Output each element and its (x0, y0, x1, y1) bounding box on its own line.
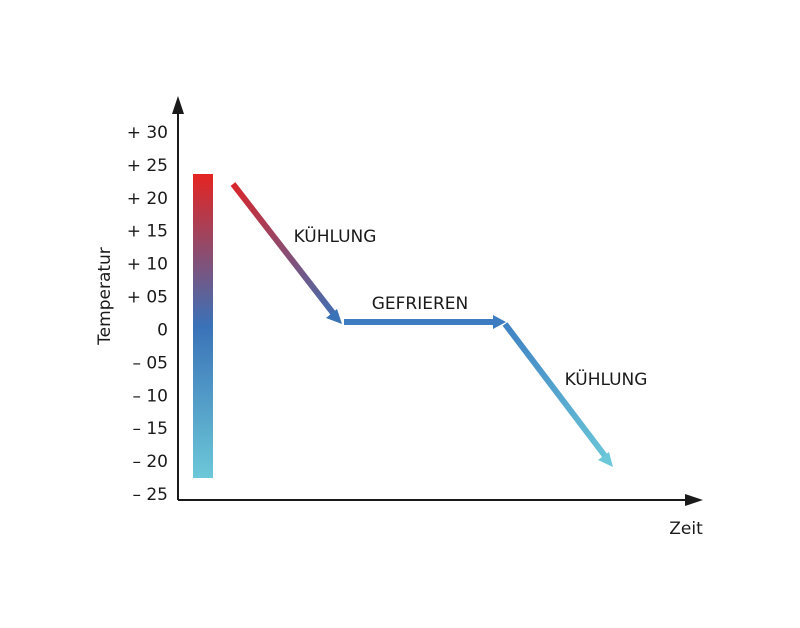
y-tick-label: – 10 (132, 386, 168, 406)
temperature-bar (193, 174, 213, 478)
y-tick-label: + 05 (127, 288, 168, 308)
y-tick-label: + 15 (127, 222, 168, 242)
arrow-head (493, 315, 506, 329)
y-tick-label: + 20 (127, 189, 168, 209)
cooling-arrow (502, 322, 608, 458)
y-tick-label: – 25 (132, 485, 168, 505)
phase-label: KÜHLUNG (294, 225, 377, 247)
phase-label: GEFRIEREN (372, 294, 469, 314)
y-tick-label: – 05 (132, 353, 168, 373)
cooling-arrow (230, 182, 336, 315)
process-arrows (230, 182, 613, 467)
y-axis-arrow (172, 96, 184, 114)
arrow-head (326, 309, 342, 324)
y-tick-label: 0 (157, 320, 168, 340)
y-tick-label: + 10 (127, 255, 168, 275)
y-axis-label: Temperatur (95, 247, 115, 346)
y-tick-label: + 30 (127, 123, 168, 143)
y-tick-label: – 15 (132, 419, 168, 439)
y-ticks: + 30 + 25 + 20 + 15 + 10 + 05 0 – 05 – 10 – 15 – 2… (127, 123, 168, 505)
y-tick-label: – 20 (132, 452, 168, 472)
arrow-head (598, 452, 613, 467)
x-axis-arrow (685, 494, 703, 506)
axes (172, 96, 703, 506)
y-tick-label: + 25 (127, 156, 168, 176)
x-axis-label: Zeit (669, 519, 703, 539)
phase-label: KÜHLUNG (565, 368, 648, 390)
